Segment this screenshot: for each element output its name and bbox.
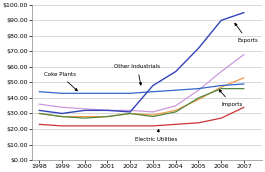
Text: Electric Utilities: Electric Utilities (135, 130, 177, 142)
Text: Other Industrials: Other Industrials (114, 64, 160, 85)
Text: Imports: Imports (219, 90, 242, 107)
Text: Exports: Exports (235, 23, 258, 43)
Text: Coke Plants: Coke Plants (44, 72, 77, 91)
